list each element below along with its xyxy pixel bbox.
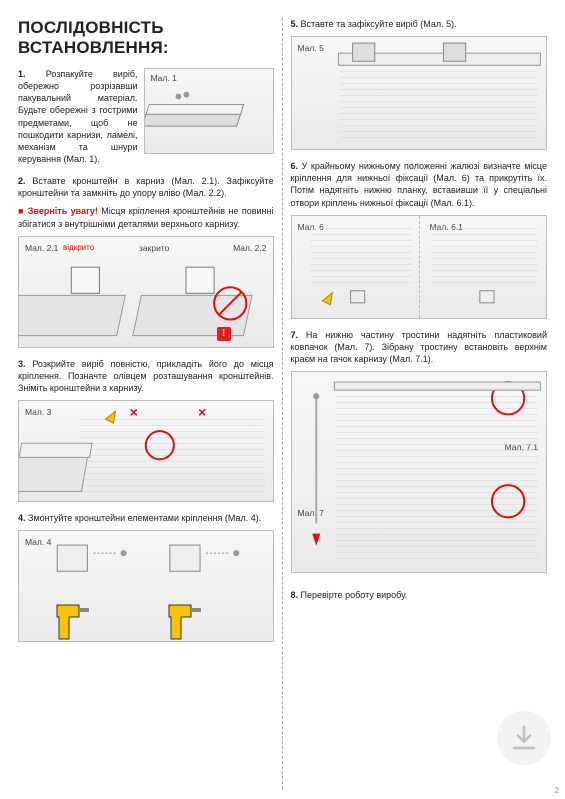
step-2-warning: ■ Зверніть увагу! Місця кріплення кроншт…	[18, 205, 274, 229]
step-3-num: 3.	[18, 359, 26, 369]
step-2-warn-prefix: ■ Зверніть увагу!	[18, 206, 98, 216]
step1-row: 1. Розпакуйте виріб, обережно розрізавши…	[18, 68, 274, 165]
step-4-text: 4. Змонтуйте кронштейни елементами кріпл…	[18, 512, 274, 524]
step-5-num: 5.	[291, 19, 299, 29]
step-6-num: 6.	[291, 161, 299, 171]
step-4-num: 4.	[18, 513, 26, 523]
svg-text:×: ×	[198, 404, 206, 420]
warning-icon: !	[217, 327, 231, 341]
step-3-text: 3. Розкрийте виріб повністю, прикладіть …	[18, 358, 274, 394]
step-5-text: 5. Вставте та зафіксуйте виріб (Мал. 5).	[291, 18, 548, 30]
step-5-body: Вставте та зафіксуйте виріб (Мал. 5).	[301, 19, 457, 29]
figure-4: Мал. 4	[18, 530, 274, 642]
figure-2-illustration	[19, 237, 272, 350]
figure-2: Мал. 2.1 відкрито закрито Мал. 2.2 !	[18, 236, 274, 348]
figure-1: Мал. 1	[144, 68, 274, 154]
figure-3-illustration: × ×	[19, 401, 272, 504]
step-1-body: Розпакуйте виріб, обережно розрізавши па…	[18, 69, 138, 164]
step-1-num: 1.	[18, 69, 26, 79]
step-8-text: 8. Перевірте роботу виробу.	[291, 589, 548, 601]
step-6-text: 6. У крайньому нижньому положенні жалюзі…	[291, 160, 548, 209]
step-2-body: Вставте кронштейн в карниз (Мал. 2.1). З…	[18, 176, 274, 198]
step-3-body: Розкрийте виріб повністю, прикладіть йог…	[18, 359, 274, 393]
figure-7: Мал. 7 Мал. 7.1	[291, 371, 548, 573]
step-2-text: 2. Вставте кронштейн в карниз (Мал. 2.1)…	[18, 175, 274, 199]
step-7-text: 7. На нижню частину тростини надягніть п…	[291, 329, 548, 365]
step-7-num: 7.	[291, 330, 299, 340]
step-8-body: Перевірте роботу виробу.	[301, 590, 408, 600]
step-1-text: 1. Розпакуйте виріб, обережно розрізавши…	[18, 68, 138, 165]
drill-icon-left	[53, 599, 91, 645]
drill-icon-right	[165, 599, 203, 645]
figure-3: Мал. 3 × ×	[18, 400, 274, 502]
step-2-num: 2.	[18, 176, 26, 186]
step-7-body: На нижню частину тростини надягніть плас…	[291, 330, 548, 364]
step-4-body: Змонтуйте кронштейни елементами кріпленн…	[28, 513, 261, 523]
page-root: ПОСЛІДОВНІСТЬ ВСТАНОВЛЕННЯ: 1. Розпакуйт…	[0, 0, 565, 799]
page-number: 2	[555, 786, 559, 795]
figure-6: Мал. 6 Мал. 6.1	[291, 215, 548, 319]
right-column: 5. Вставте та зафіксуйте виріб (Мал. 5).…	[283, 18, 556, 789]
page-title: ПОСЛІДОВНІСТЬ ВСТАНОВЛЕННЯ:	[18, 18, 274, 58]
step-8-num: 8.	[291, 590, 299, 600]
left-column: ПОСЛІДОВНІСТЬ ВСТАНОВЛЕННЯ: 1. Розпакуйт…	[10, 18, 283, 789]
figure-1-illustration	[145, 69, 273, 154]
figure-5: Мал. 5	[291, 36, 548, 150]
step-6-body: У крайньому нижньому положенні жалюзі ви…	[291, 161, 548, 207]
figure-7-illustration	[292, 372, 546, 576]
figure-5-illustration	[292, 37, 546, 152]
figure-6-illustration	[292, 216, 546, 321]
svg-text:×: ×	[130, 404, 138, 420]
